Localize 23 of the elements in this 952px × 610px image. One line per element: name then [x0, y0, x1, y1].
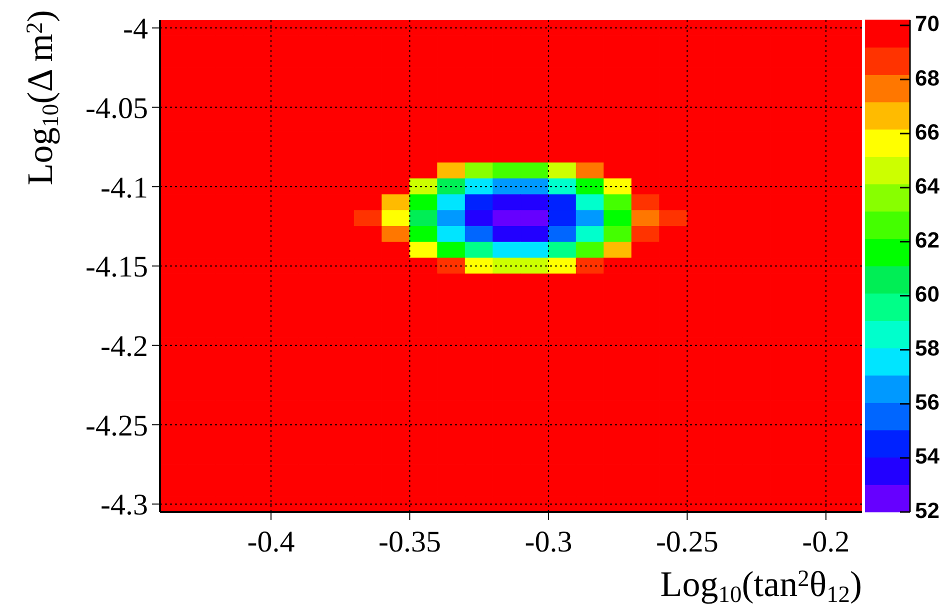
color-bar-label: 60	[915, 282, 940, 307]
x-axis-title: Log$_{10}$(tan$^{2}$θ$_{12}$)	[660, 564, 862, 608]
y-tick-label: -4.3	[100, 488, 148, 522]
y-tick-label: -4.1	[100, 171, 148, 204]
color-bar-label: 58	[915, 336, 940, 361]
y-tick-label: -4.2	[100, 330, 148, 364]
y-tick-label: -4.25	[86, 409, 148, 442]
x-tick-label: -0.2	[802, 525, 850, 558]
color-bar-label: 62	[915, 227, 940, 252]
color-bar-label: 54	[915, 444, 940, 469]
color-bar-label: 68	[915, 65, 940, 90]
y-tick-label: -4	[123, 12, 148, 46]
y-tick-label: -4.05	[86, 92, 148, 125]
x-tick-label: -0.35	[378, 525, 441, 558]
color-bar-label: 52	[915, 498, 940, 523]
color-bar-label: 56	[915, 390, 940, 415]
color-bar-label: 64	[915, 173, 940, 198]
x-tick-label: -0.3	[524, 525, 572, 558]
y-tick-label: -4.15	[86, 250, 148, 284]
color-bar-label: 70	[915, 11, 940, 36]
color-bar-label: 66	[915, 119, 940, 144]
x-tick-label: -0.4	[247, 525, 295, 558]
x-tick-label: -0.25	[656, 525, 718, 558]
